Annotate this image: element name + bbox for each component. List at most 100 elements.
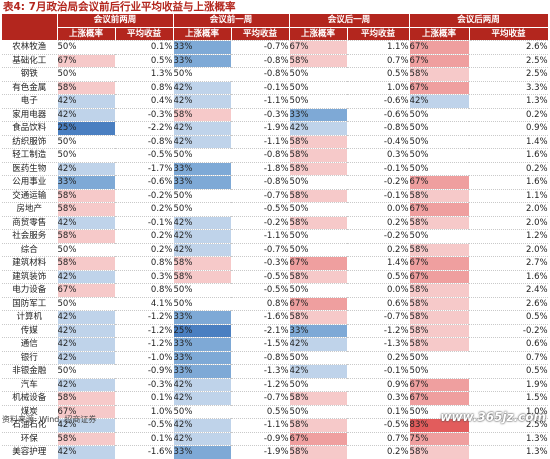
up-probability-cell: 58% (289, 54, 348, 68)
group-header: 会议前一周 (173, 14, 290, 28)
avg-return-cell: -1.2% (115, 310, 174, 324)
avg-return-cell: -0.6% (347, 94, 410, 108)
group-header: 会议后两周 (409, 14, 549, 28)
avg-return-cell: 4.1% (115, 297, 174, 311)
avg-return-cell: -1.2% (347, 324, 410, 338)
table-row: 有色金属 58% 0.8% 42% -0.1% 50% 1.0% 67% 3.3% (2, 81, 549, 95)
industry-name: 家用电器 (2, 108, 58, 122)
industry-name: 机械设备 (2, 391, 58, 405)
avg-return-cell: -1.2% (115, 337, 174, 351)
up-probability-cell: 50% (57, 366, 77, 376)
up-probability-cell: 67% (57, 405, 115, 419)
avg-return-cell: -2.2% (115, 121, 174, 135)
up-probability-cell: 33% (289, 108, 348, 122)
sub-header: 上涨概率 (57, 27, 116, 41)
up-probability-cell: 50% (57, 150, 77, 160)
avg-return-cell: 1.6% (469, 270, 549, 284)
avg-return-cell: -0.4% (347, 135, 410, 149)
avg-return-cell: 0.5% (347, 270, 410, 284)
avg-return-cell: -0.8% (231, 175, 290, 189)
up-probability-cell: 58% (289, 310, 348, 324)
up-probability-cell: 58% (289, 148, 348, 162)
avg-return-cell: 0.2% (347, 445, 410, 459)
table-row: 通信 42% -1.2% 33% -1.5% 42% -1.3% 58% 0.6% (2, 337, 549, 351)
avg-return-cell: 0.3% (347, 391, 410, 405)
avg-return-cell: 0.3% (115, 270, 174, 284)
up-probability-cell: 50% (173, 406, 193, 417)
up-probability-cell: 50% (173, 150, 193, 160)
up-probability-cell: 58% (409, 337, 470, 351)
up-probability-cell: 50% (409, 406, 429, 417)
sub-header: 上涨概率 (409, 27, 470, 41)
avg-return-cell: -1.5% (231, 337, 290, 351)
avg-return-cell: -1.6% (231, 310, 290, 324)
table-row: 建筑材料 58% 0.8% 58% -0.3% 67% 1.4% 67% 2.7% (2, 256, 549, 270)
avg-return-cell: -0.2% (347, 229, 410, 243)
industry-name: 食品饮料 (2, 121, 58, 135)
table-row: 钢铁 50% 1.3% 50% -0.8% 50% 0.5% 58% 2.5% (2, 67, 549, 81)
table-row: 综合 50% 0.2% 42% -0.7% 50% 0.2% 58% 2.0% (2, 243, 549, 257)
up-probability-cell: 67% (409, 81, 470, 95)
avg-return-cell: -0.7% (231, 40, 290, 54)
avg-return-cell: 1.1% (347, 40, 410, 54)
avg-return-cell: -0.3% (115, 108, 174, 122)
avg-return-cell: -0.2% (231, 216, 290, 230)
up-probability-cell: 50% (289, 82, 309, 93)
up-probability-cell: 50% (289, 177, 309, 187)
up-probability-cell: 58% (289, 418, 348, 432)
industry-name: 计算机 (2, 310, 58, 324)
table-row: 汽车 42% -0.3% 42% -1.2% 50% 0.9% 67% 1.9% (2, 378, 549, 392)
avg-return-cell: 1.0% (469, 405, 549, 419)
avg-return-cell: -1.1% (231, 229, 290, 243)
avg-return-cell: 0.0% (347, 283, 410, 297)
table-row: 家用电器 42% -0.3% 58% -0.3% 33% -0.6% 50% 0.2% (2, 108, 549, 122)
up-probability-cell: 25% (57, 121, 115, 135)
industry-name: 钢铁 (2, 67, 58, 81)
up-probability-cell: 42% (57, 162, 115, 176)
avg-return-cell: -1.1% (231, 135, 290, 149)
table-row: 基础化工 67% 0.5% 33% -0.8% 58% 0.7% 67% 2.5% (2, 54, 549, 68)
up-probability-cell: 67% (409, 391, 470, 405)
up-probability-cell: 50% (289, 406, 309, 417)
up-probability-cell: 50% (57, 69, 77, 79)
up-probability-cell: 33% (173, 445, 232, 459)
up-probability-cell: 50% (57, 42, 77, 52)
industry-name: 国防军工 (2, 297, 58, 311)
up-probability-cell: 50% (289, 285, 309, 295)
avg-return-cell: 0.0% (347, 202, 410, 216)
up-probability-cell: 50% (409, 231, 429, 241)
table-row: 环保 58% 0.1% 42% -0.9% 67% 0.7% 75% 1.3% (2, 432, 549, 446)
up-probability-cell: 42% (173, 243, 232, 257)
avg-return-cell: 0.1% (115, 391, 174, 405)
up-probability-cell: 58% (57, 391, 115, 405)
up-probability-cell: 33% (173, 364, 232, 378)
up-probability-cell: 42% (57, 310, 115, 324)
avg-return-cell: 1.9% (469, 378, 549, 392)
sub-header: 平均收益 (347, 27, 410, 41)
avg-return-cell: 1.0% (115, 405, 174, 419)
source-note: 资料来源: Wind, 招商证券 (2, 415, 97, 424)
up-probability-cell: 58% (289, 270, 348, 284)
industry-name: 环保 (2, 432, 58, 446)
up-probability-cell: 75% (409, 432, 470, 446)
avg-return-cell: -0.7% (231, 243, 290, 257)
up-probability-cell: 50% (409, 123, 429, 133)
avg-return-cell: 1.6% (469, 175, 549, 189)
industry-name: 传媒 (2, 324, 58, 338)
avg-return-cell: 1.0% (347, 81, 410, 95)
up-probability-cell: 50% (289, 244, 309, 255)
up-probability-cell: 42% (57, 216, 115, 230)
up-probability-cell: 42% (173, 432, 232, 446)
avg-return-cell: 1.4% (469, 135, 549, 149)
avg-return-cell: 0.1% (347, 405, 410, 419)
industry-name: 建筑材料 (2, 256, 58, 270)
up-probability-cell: 58% (409, 243, 470, 257)
avg-return-cell: 2.0% (469, 216, 549, 230)
industry-name: 纺织服饰 (2, 135, 58, 149)
industry-name: 银行 (2, 351, 58, 365)
table-row: 纺织服饰 50% -0.8% 42% -1.1% 58% -0.4% 50% 1.4% (2, 135, 549, 149)
avg-return-cell: -0.6% (347, 108, 410, 122)
up-probability-cell: 42% (173, 391, 232, 405)
up-probability-cell: 58% (409, 189, 470, 203)
up-probability-cell: 58% (289, 445, 348, 459)
